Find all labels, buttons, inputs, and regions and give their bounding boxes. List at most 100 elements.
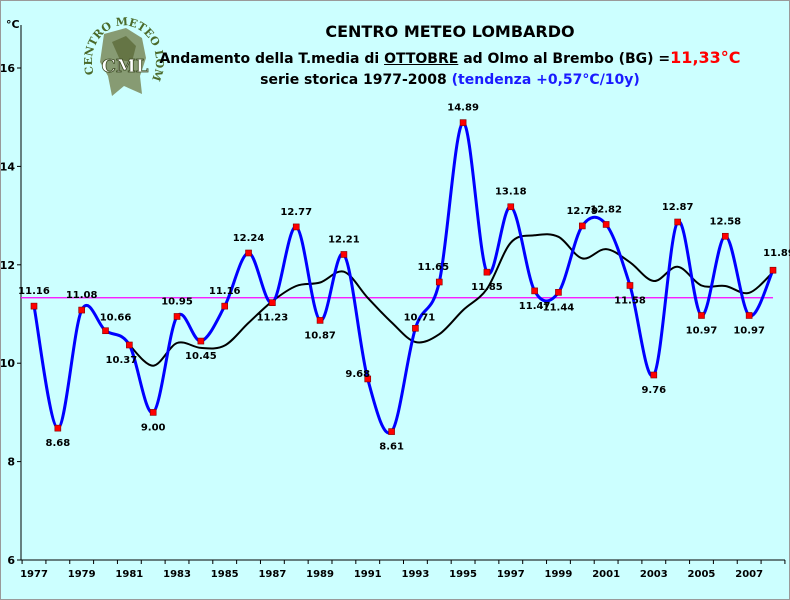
logo-initials: CML <box>102 56 149 77</box>
data-label: 12.77 <box>280 207 312 218</box>
data-label: 10.71 <box>404 312 436 323</box>
data-label: 10.66 <box>100 313 132 324</box>
data-label: 10.87 <box>304 330 336 341</box>
x-tick-label: 1999 <box>545 569 573 580</box>
trend-text: (tendenza +0,57°C/10y) <box>451 72 640 88</box>
data-point <box>602 221 610 228</box>
x-tick-label: 1987 <box>258 569 286 580</box>
data-point <box>221 302 229 310</box>
y-tick-label: 12 <box>0 259 15 272</box>
data-point <box>483 268 491 276</box>
data-label: 12.21 <box>328 234 360 245</box>
data-label: 11.89 <box>763 248 790 259</box>
y-tick-label: 14 <box>0 160 15 173</box>
data-label: 9.76 <box>641 385 666 396</box>
data-point <box>674 218 681 226</box>
x-tick-label: 1991 <box>354 569 382 580</box>
data-label: 11.58 <box>614 295 646 306</box>
data-point <box>769 266 777 274</box>
subtitle-prefix: Andamento della T.media di <box>159 51 380 67</box>
data-point <box>102 327 109 335</box>
y-tick-label: 10 <box>0 357 15 370</box>
data-label: 10.97 <box>686 325 718 336</box>
x-tick-label: 2005 <box>688 569 716 580</box>
data-point <box>78 306 85 314</box>
chart-subtitle: Andamento della T.media di OTTOBRE ad Ol… <box>150 48 750 67</box>
x-tick-label: 1977 <box>20 569 48 580</box>
cml-logo: CENTRO METEO LOMBARDO CML <box>77 2 166 116</box>
data-label: 11.44 <box>543 302 575 313</box>
data-point <box>173 313 181 320</box>
x-tick-label: 1995 <box>449 569 477 580</box>
data-label: 11.23 <box>257 313 289 324</box>
data-label: 11.47 <box>519 301 551 312</box>
data-label: 10.97 <box>733 325 765 336</box>
x-tick-label: 1997 <box>497 569 525 580</box>
data-label: 11.16 <box>18 286 50 297</box>
data-label: 11.85 <box>471 282 503 293</box>
data-label: 10.37 <box>106 355 138 366</box>
moving-average-line <box>128 233 774 367</box>
data-point <box>197 337 205 345</box>
data-label: 11.08 <box>66 290 98 301</box>
x-tick-label: 2001 <box>592 569 620 580</box>
data-point <box>149 409 157 416</box>
data-label: 12.24 <box>233 233 265 244</box>
chart-title: CENTRO METEO LOMBARDO <box>325 22 575 41</box>
y-tick-label: 8 <box>7 456 15 469</box>
series-period-text: serie storica 1977-2008 <box>260 72 447 88</box>
data-label: 11.65 <box>417 262 449 273</box>
data-point <box>340 251 348 258</box>
y-tick-label: 16 <box>0 62 15 75</box>
y-tick-label: 6 <box>7 554 15 567</box>
x-tick-label: 2003 <box>640 569 668 580</box>
data-point <box>269 299 276 306</box>
data-label: 13.18 <box>495 187 527 198</box>
data-label: 14.89 <box>447 103 479 114</box>
data-point <box>245 249 252 257</box>
data-point <box>412 324 419 332</box>
data-point <box>388 428 395 435</box>
data-point <box>54 424 62 432</box>
data-label: 12.58 <box>710 216 742 227</box>
data-label: 8.68 <box>45 438 70 449</box>
series-period: serie storica 1977-2008 (tendenza +0,57°… <box>150 72 750 88</box>
x-tick-label: 1985 <box>211 569 239 580</box>
data-label: 10.95 <box>161 296 193 307</box>
data-point <box>316 317 324 324</box>
data-point <box>435 278 443 286</box>
data-point <box>578 222 586 230</box>
data-label: 12.79 <box>566 206 598 217</box>
data-point <box>650 371 658 379</box>
data-point <box>30 302 38 310</box>
data-point <box>459 119 467 126</box>
data-label: 8.61 <box>379 442 404 453</box>
data-point <box>292 223 300 231</box>
data-label: 9.68 <box>345 369 370 380</box>
subtitle-place: ad Olmo al Brembo (BG) = <box>463 51 671 67</box>
data-point <box>507 203 515 211</box>
x-tick-label: 1989 <box>306 569 334 580</box>
x-tick-label: 1981 <box>115 569 143 580</box>
data-point <box>722 232 729 240</box>
data-label: 12.82 <box>590 204 622 215</box>
data-point <box>698 312 705 319</box>
data-point <box>626 282 634 289</box>
x-tick-label: 2007 <box>735 569 763 580</box>
data-label: 11.16 <box>209 286 241 297</box>
data-point <box>745 312 753 319</box>
x-tick-label: 1979 <box>68 569 96 580</box>
data-point <box>555 289 562 296</box>
data-label: 9.00 <box>141 422 166 433</box>
chart-axes: 6 8 10 12 14 16 1977 1979 1981 1983 1985 1987 1989 19… <box>0 25 786 580</box>
data-point <box>126 341 133 349</box>
data-point <box>531 287 538 295</box>
x-tick-label: 1993 <box>401 569 429 580</box>
subtitle-month: OTTOBRE <box>384 51 459 67</box>
data-label: 10.45 <box>185 351 217 362</box>
data-point <box>364 375 372 383</box>
y-axis-unit: °C <box>6 18 20 31</box>
mean-temperature: 11,33°C <box>670 48 741 67</box>
